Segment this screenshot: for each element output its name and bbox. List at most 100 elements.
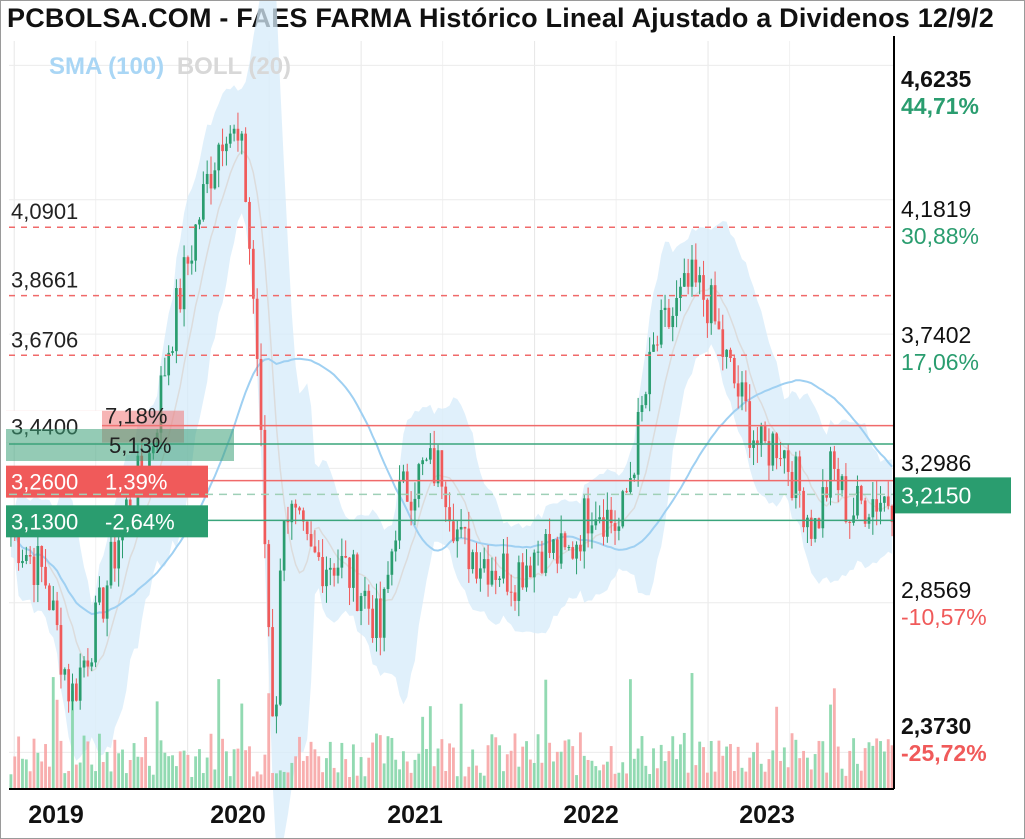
volume-bar [552, 761, 555, 789]
candle-body [602, 517, 605, 537]
volume-bar [682, 732, 686, 789]
candle-body [167, 352, 171, 376]
candle-body [536, 551, 540, 553]
candle-body [352, 554, 355, 588]
volume-bar [255, 771, 259, 789]
candle-body [117, 540, 121, 569]
boll-legend[interactable]: BOLL (20) [176, 53, 292, 80]
candle-body [78, 667, 82, 701]
candle-body [694, 259, 698, 283]
volume-bar [698, 741, 702, 789]
volume-bar [51, 677, 55, 789]
volume-bar [544, 679, 548, 789]
volume-bar [413, 759, 417, 789]
volume-bar [494, 737, 498, 789]
volume-bar [859, 770, 863, 789]
volume-bar [875, 738, 879, 789]
candle-body [471, 552, 475, 570]
volume-bar [174, 766, 178, 789]
candle-body [182, 257, 186, 310]
volume-bar [86, 741, 90, 789]
volume-bar [636, 748, 640, 789]
candle-body [186, 257, 190, 264]
volume-bar [694, 765, 698, 789]
volume-bar [171, 755, 174, 789]
volume-bar [709, 741, 713, 789]
volume-bar [817, 740, 821, 789]
candle-body [671, 315, 675, 328]
candle-body [502, 553, 505, 579]
volume-bar [536, 734, 540, 789]
volume-bars [9, 673, 894, 789]
volume-bar [432, 766, 436, 789]
candle-body [313, 546, 317, 553]
candle-body [67, 669, 70, 702]
volume-bar [221, 738, 224, 789]
volume-bar [475, 765, 478, 789]
volume-bar [617, 772, 621, 789]
volume-bar [248, 746, 251, 789]
candle-body [428, 448, 432, 460]
candle-body [221, 144, 224, 152]
candle-body [305, 521, 309, 535]
candle-body [467, 528, 471, 570]
order-pct-label: 5,13% [109, 433, 171, 458]
volume-bar [313, 749, 317, 789]
volume-bar [355, 775, 359, 789]
y-axis-pct-label: -10,57% [901, 604, 987, 630]
candle-body [440, 450, 444, 487]
resistance-label: 4,0901 [11, 199, 78, 224]
candle-body [240, 133, 244, 141]
volume-bar [586, 759, 590, 789]
candle-body [178, 288, 182, 310]
indicator-legend: SMA (100) BOLL (20) [49, 53, 291, 81]
candle-body [640, 405, 644, 412]
candle-body [286, 520, 290, 523]
sma-legend[interactable]: SMA (100) [49, 53, 165, 80]
volume-bar [163, 752, 167, 789]
volume-bar [194, 756, 198, 789]
candle-body [552, 539, 555, 553]
candle-body [713, 285, 717, 322]
candle-body [175, 288, 178, 352]
candle-body [479, 568, 482, 579]
resistance-label: 3,8661 [11, 268, 78, 293]
candle-body [40, 546, 44, 567]
volume-bar [382, 763, 386, 789]
volume-bar [232, 749, 236, 789]
candle-body [74, 683, 78, 701]
candle-body [886, 496, 890, 506]
volume-bar [852, 738, 856, 789]
volume-bar [775, 706, 779, 789]
candle-body [848, 521, 852, 523]
candle-body [94, 602, 97, 663]
volume-bar [132, 743, 136, 789]
volume-bar [182, 750, 186, 789]
volume-bar [209, 733, 213, 789]
volume-bar [832, 688, 836, 789]
candle-body [398, 481, 401, 541]
candle-body [540, 551, 544, 573]
candle-body [263, 429, 267, 545]
candle-body [825, 487, 829, 498]
order-pct-label: 1,39% [105, 470, 167, 495]
volume-bar [421, 716, 425, 789]
candle-body [452, 521, 455, 542]
candle-body [590, 525, 594, 534]
candle-body [740, 382, 744, 397]
chart-title: PCBOLSA.COM - FAES FARMA Histórico Linea… [7, 3, 994, 33]
volume-bar [613, 773, 617, 789]
volume-bar [298, 736, 301, 789]
volume-bar [478, 772, 482, 789]
candle-body [675, 297, 678, 316]
candle-body [586, 498, 590, 534]
candle-body [21, 560, 24, 564]
candle-body [248, 201, 251, 249]
volume-bar [598, 770, 602, 789]
volume-bar [17, 736, 21, 789]
volume-bar [559, 751, 563, 789]
candle-body [736, 383, 740, 397]
candle-body [809, 517, 813, 539]
candle-body [667, 307, 671, 328]
